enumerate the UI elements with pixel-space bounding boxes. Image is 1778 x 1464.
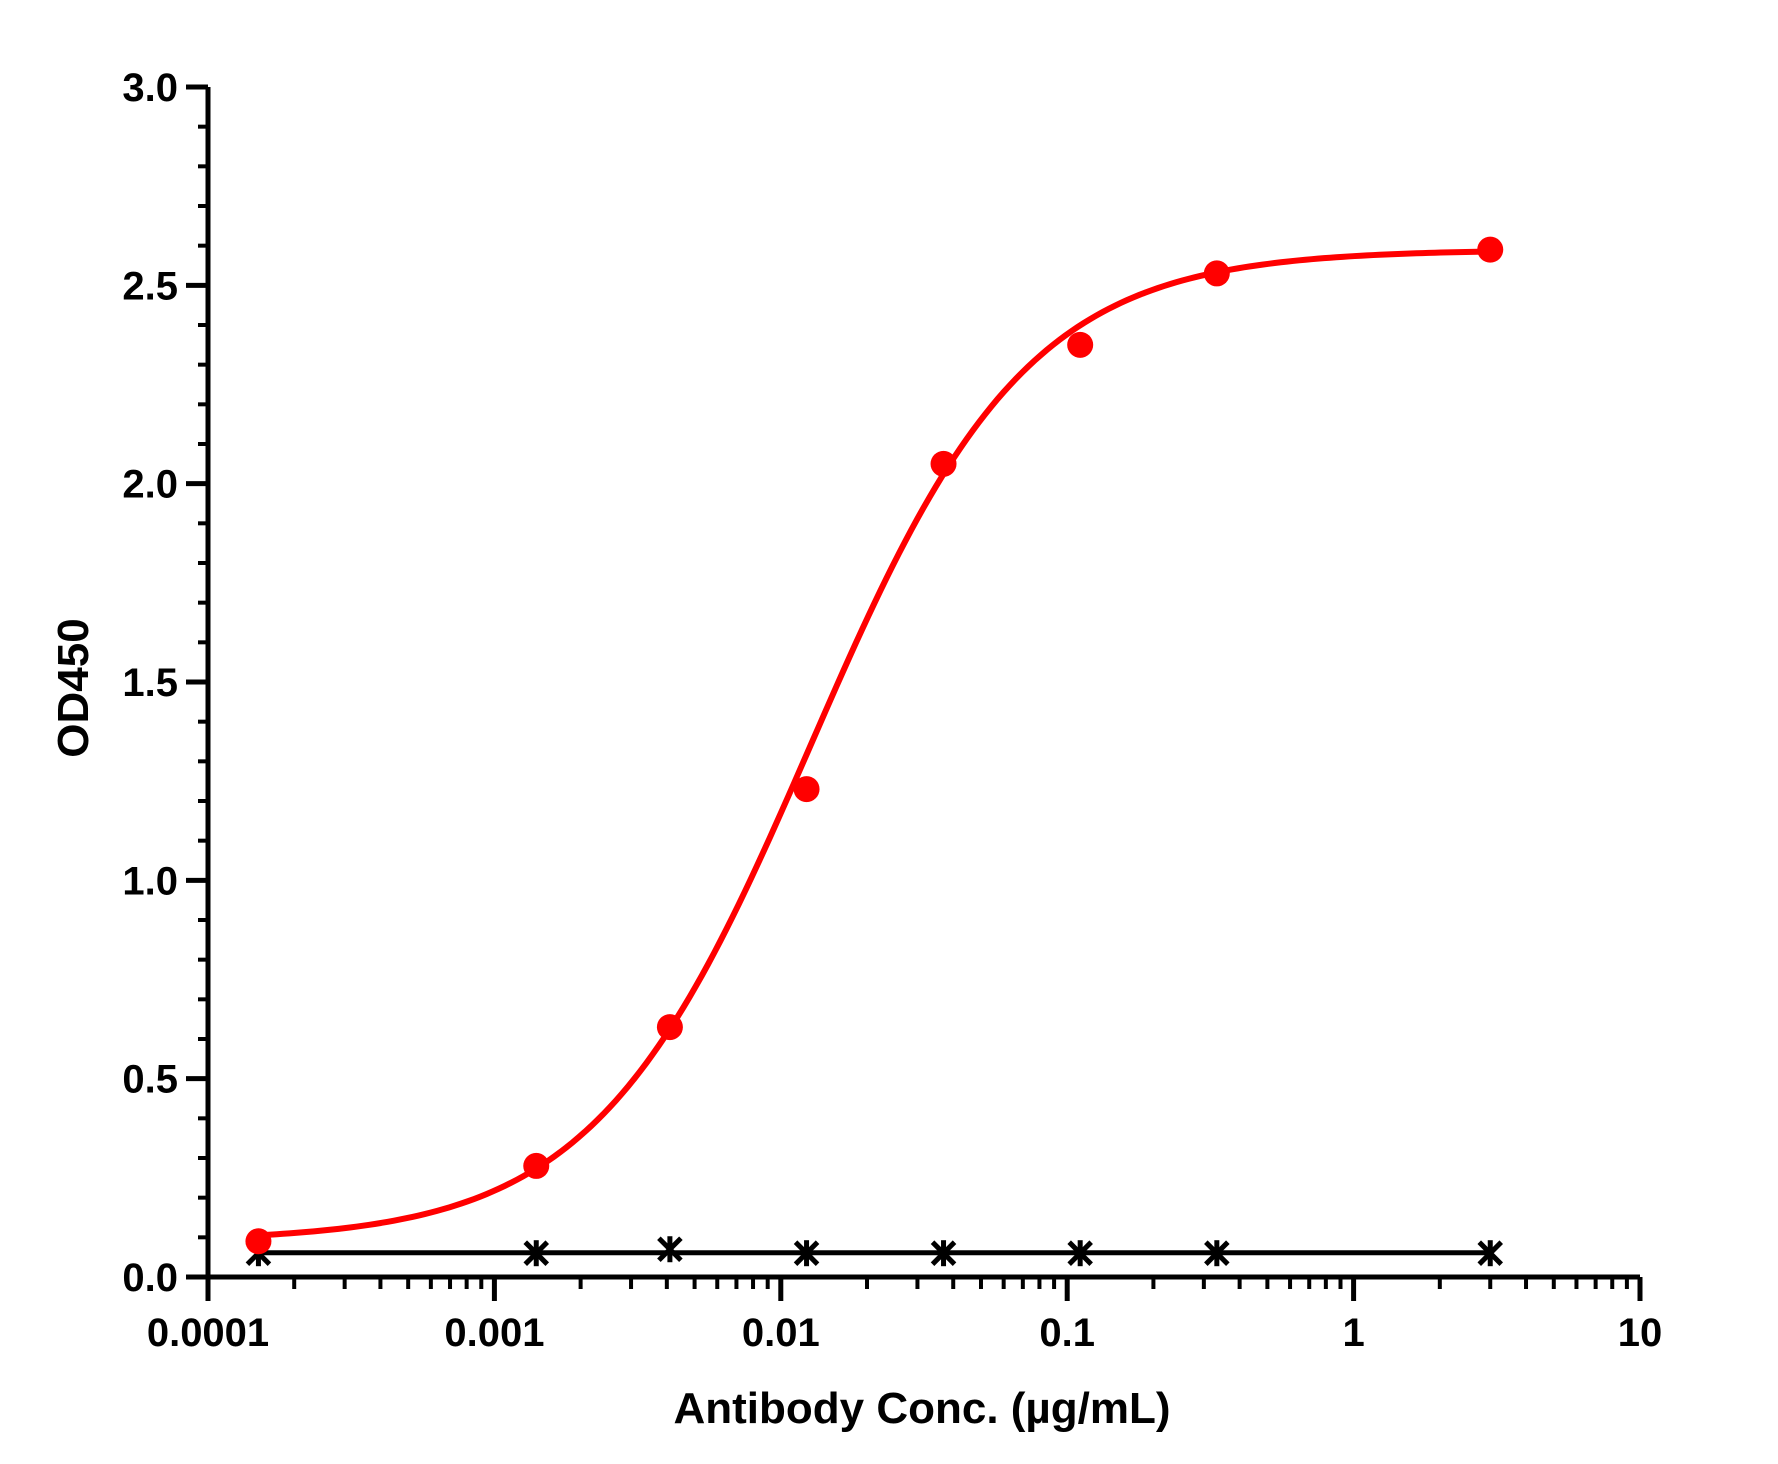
series-1-point (1477, 236, 1504, 263)
series-1-point (1203, 260, 1230, 287)
y-tick-label: 3.0 (122, 66, 178, 110)
series-1-point (523, 1152, 550, 1179)
series-2-point (657, 1236, 683, 1263)
y-tick-label: 0.0 (122, 1256, 178, 1300)
y-axis-title: OD450 (49, 618, 98, 757)
x-tick-label: 10 (1618, 1311, 1663, 1355)
x-tick-label: 1 (1342, 1311, 1364, 1355)
series-1-fit-curve (258, 248, 1491, 1239)
x-tick-label: 0.0001 (147, 1311, 269, 1355)
plot-area (245, 236, 1504, 1267)
series-2-point (1477, 1240, 1504, 1267)
series-2-point (793, 1240, 820, 1267)
series-1-point (245, 1228, 272, 1255)
y-tick-label: 0.5 (122, 1058, 178, 1102)
x-tick-label: 0.1 (1039, 1311, 1095, 1355)
series-1-point (930, 450, 957, 477)
series-2-point (930, 1240, 957, 1267)
y-tick-label: 1.0 (122, 859, 178, 903)
series-2-point (523, 1240, 550, 1267)
y-tick-label: 2.0 (122, 463, 178, 507)
series-1-point (656, 1014, 683, 1041)
series-2-point (1204, 1240, 1230, 1267)
axes: 0.0 0.5 1.0 1.5 2.0 2.5 3.0 0.0001 0.001 0.01 0.1 1… (122, 66, 1662, 1355)
x-tick-label: 0.001 (444, 1311, 544, 1355)
series-1-point (1067, 331, 1094, 358)
y-tick-label: 1.5 (122, 661, 178, 705)
series-2-point (1067, 1240, 1093, 1267)
x-axis-title: Antibody Conc. (µg/mL) (673, 1384, 1170, 1433)
x-tick-label: 0.01 (742, 1311, 820, 1355)
y-tick-label: 2.5 (122, 264, 178, 308)
series-1-point (793, 776, 820, 803)
